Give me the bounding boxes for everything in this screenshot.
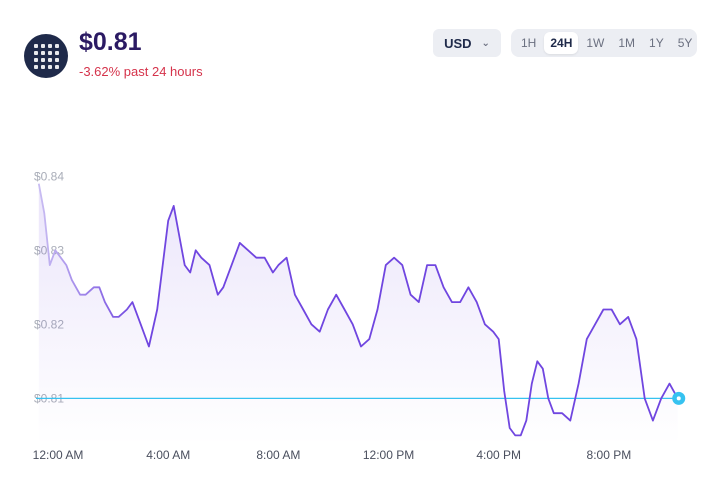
price-series-line <box>37 183 679 437</box>
current-price: $0.81 <box>79 28 142 56</box>
tab-range-1w[interactable]: 1W <box>586 36 605 50</box>
price-area-fill <box>38 183 678 445</box>
y-tick-label: $0.84 <box>34 169 64 183</box>
grid-dots-icon <box>33 43 38 48</box>
tab-range-5y[interactable]: 5Y <box>677 36 693 50</box>
currency-value: USD <box>444 35 472 51</box>
x-tick-label: 8:00 AM <box>256 448 300 462</box>
current-price-dot-center <box>676 396 681 401</box>
x-tick-label: 12:00 PM <box>363 448 414 462</box>
x-tick-label: 12:00 AM <box>33 448 84 462</box>
x-tick-label: 4:00 PM <box>476 448 521 462</box>
token-logo <box>24 34 68 78</box>
price-change-24h: -3.62% past 24 hours <box>79 64 203 79</box>
chevron-down-icon: ⌄ <box>481 37 490 49</box>
tab-range-24h[interactable]: 24H <box>544 32 579 54</box>
currency-select[interactable]: USD ⌄ <box>433 29 501 57</box>
time-range-tabs: 1H 24H 1W 1M 1Y 5Y <box>511 29 697 57</box>
x-tick-label: 4:00 AM <box>146 448 190 462</box>
x-tick-label: 8:00 PM <box>587 448 632 462</box>
tab-range-1y[interactable]: 1Y <box>649 36 664 50</box>
tab-range-1m[interactable]: 1M <box>618 36 636 50</box>
tab-range-1h[interactable]: 1H <box>521 36 537 50</box>
